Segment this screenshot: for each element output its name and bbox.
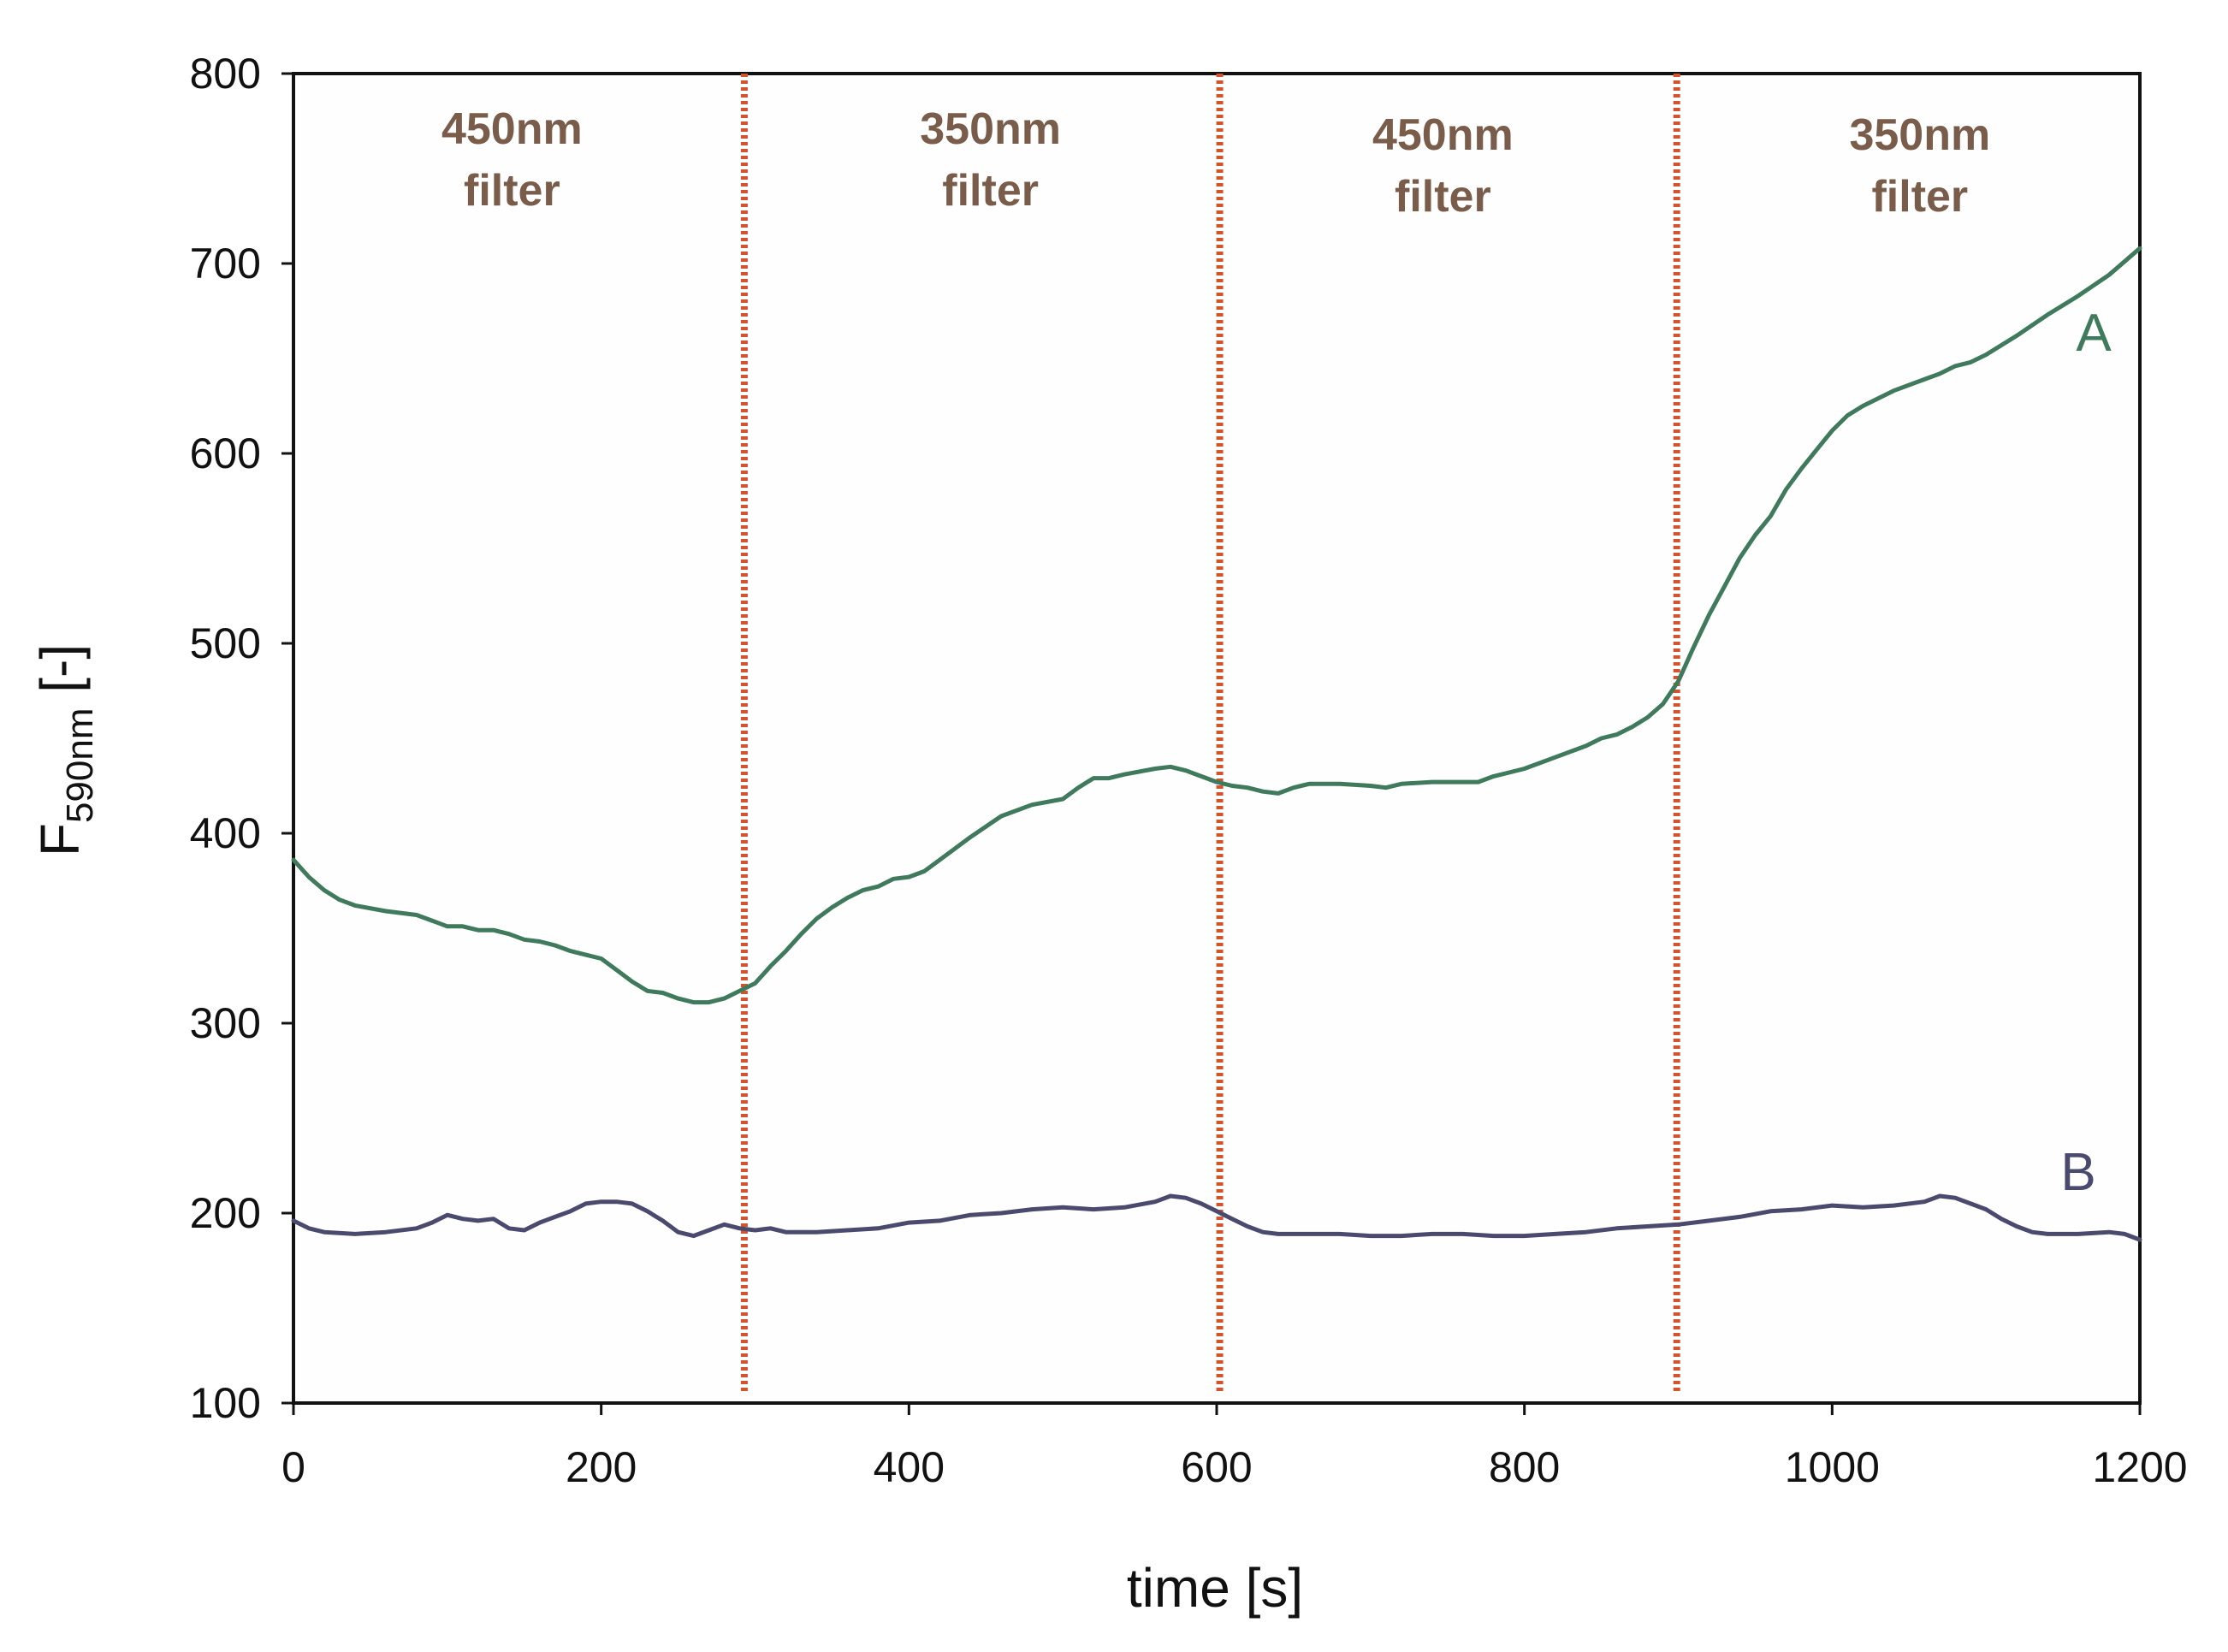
x-axis-title: time [s]: [1127, 1557, 1303, 1619]
series-line-b: [291, 1193, 2142, 1242]
filter-label-text: filter: [1395, 172, 1491, 222]
filter-label-wavelength: 450nm: [1372, 110, 1514, 160]
filter-label-text: filter: [942, 166, 1039, 216]
x-axis: 0 200 400 600 800 1000 1200: [281, 1403, 2188, 1491]
x-tick-label: 1200: [2092, 1443, 2187, 1491]
filter-label-text: filter: [1871, 172, 1968, 222]
y-axis-title-subscript: 590nm: [59, 708, 101, 824]
x-tick-label: 600: [1181, 1443, 1252, 1491]
filter-region-labels: 450nm filter 350nm filter 450nm filter 350nm fi…: [441, 104, 1990, 222]
series-label-b: B: [2060, 1143, 2095, 1202]
y-tick-label: 500: [190, 619, 261, 667]
y-tick-label: 300: [190, 999, 261, 1047]
series-label-a: A: [2076, 304, 2112, 363]
filter-divider-lines: [740, 74, 1680, 1391]
y-tick-label: 800: [190, 50, 261, 98]
x-tick-label: 200: [566, 1443, 637, 1491]
y-tick-label: 400: [190, 809, 261, 857]
series-line-a: [291, 246, 2142, 1005]
y-axis-title: F590nm [-]: [29, 644, 101, 856]
filter-label-wavelength: 450nm: [441, 104, 583, 154]
filter-label-wavelength: 350nm: [920, 104, 1061, 154]
series-lines: [291, 246, 2142, 1242]
x-tick-label: 800: [1489, 1443, 1560, 1491]
y-axis-title-suffix: [-]: [29, 644, 91, 708]
series-labels: AB: [2060, 304, 2112, 1202]
filter-label-wavelength: 350nm: [1849, 110, 1990, 160]
x-tick-label: 1000: [1785, 1443, 1880, 1491]
y-tick-label: 700: [190, 240, 261, 287]
y-axis-title-main: F: [29, 823, 91, 856]
x-tick-label: 0: [281, 1443, 305, 1491]
x-tick-label: 400: [874, 1443, 945, 1491]
y-tick-label: 600: [190, 429, 261, 477]
y-tick-label: 100: [190, 1379, 261, 1427]
y-axis: 100 200 300 400 500 600 700 800: [190, 50, 293, 1427]
filter-label-text: filter: [464, 166, 560, 216]
y-tick-label: 200: [190, 1189, 261, 1237]
